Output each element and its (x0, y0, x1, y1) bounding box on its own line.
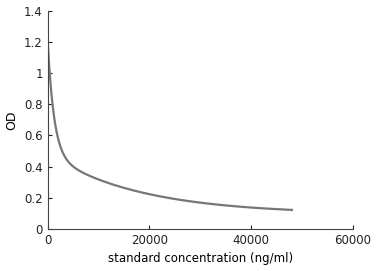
X-axis label: standard concentration (ng/ml): standard concentration (ng/ml) (108, 253, 293, 265)
Y-axis label: OD: OD (6, 110, 18, 130)
